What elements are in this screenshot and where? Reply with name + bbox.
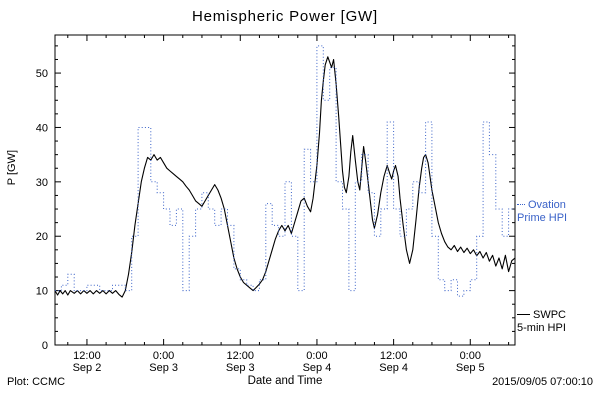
legend-ovation-line1: Ovation [517, 199, 567, 212]
y-tick-label: 40 [36, 122, 48, 134]
x-tick-date-label: Sep 5 [456, 362, 485, 374]
x-tick-date-label: Sep 3 [149, 362, 178, 374]
legend-ovation: Ovation Prime HPI [517, 199, 567, 225]
swpc-5min-hpi-line [55, 56, 515, 298]
chart-title: Hemispheric Power [GW] [192, 8, 378, 25]
x-tick-date-label: Sep 4 [303, 362, 332, 374]
legend-ovation-label1: Ovation [528, 199, 566, 211]
legend-swpc-line1: SWPC [517, 309, 566, 322]
ovation-line-sample-icon [517, 203, 525, 205]
x-tick-date-label: Sep 4 [379, 362, 408, 374]
plot-source-label: Plot: CCMC [7, 376, 66, 388]
ovation-prime-hpi-line [55, 45, 515, 297]
y-tick-label: 10 [36, 286, 48, 298]
y-tick-label: 30 [36, 177, 48, 189]
y-tick-label: 0 [42, 340, 48, 352]
x-tick-date-label: Sep 2 [73, 362, 102, 374]
x-tick-time-label: 12:00 [73, 350, 101, 362]
swpc-line-sample-icon [517, 313, 530, 315]
y-tick-label: 50 [36, 68, 48, 80]
y-axis-label: P [GW] [6, 150, 18, 186]
x-tick-date-label: Sep 3 [226, 362, 255, 374]
legend-swpc-label2: 5-min HPI [517, 322, 566, 334]
plot-timestamp: 2015/09/05 07:00:10 [492, 376, 593, 388]
plot-frame [54, 34, 516, 346]
x-tick-time-label: 0:00 [153, 350, 174, 362]
x-tick-time-label: 0:00 [460, 350, 481, 362]
x-tick-time-label: 12:00 [380, 350, 408, 362]
y-tick-label: 20 [36, 231, 48, 243]
legend-swpc-label1: SWPC [533, 309, 566, 321]
x-tick-time-label: 0:00 [306, 350, 327, 362]
x-axis-label: Date and Time [247, 375, 323, 387]
legend-ovation-label2: Prime HPI [517, 212, 568, 224]
legend-swpc: SWPC 5-min HPI [517, 309, 566, 335]
x-tick-time-label: 12:00 [227, 350, 255, 362]
